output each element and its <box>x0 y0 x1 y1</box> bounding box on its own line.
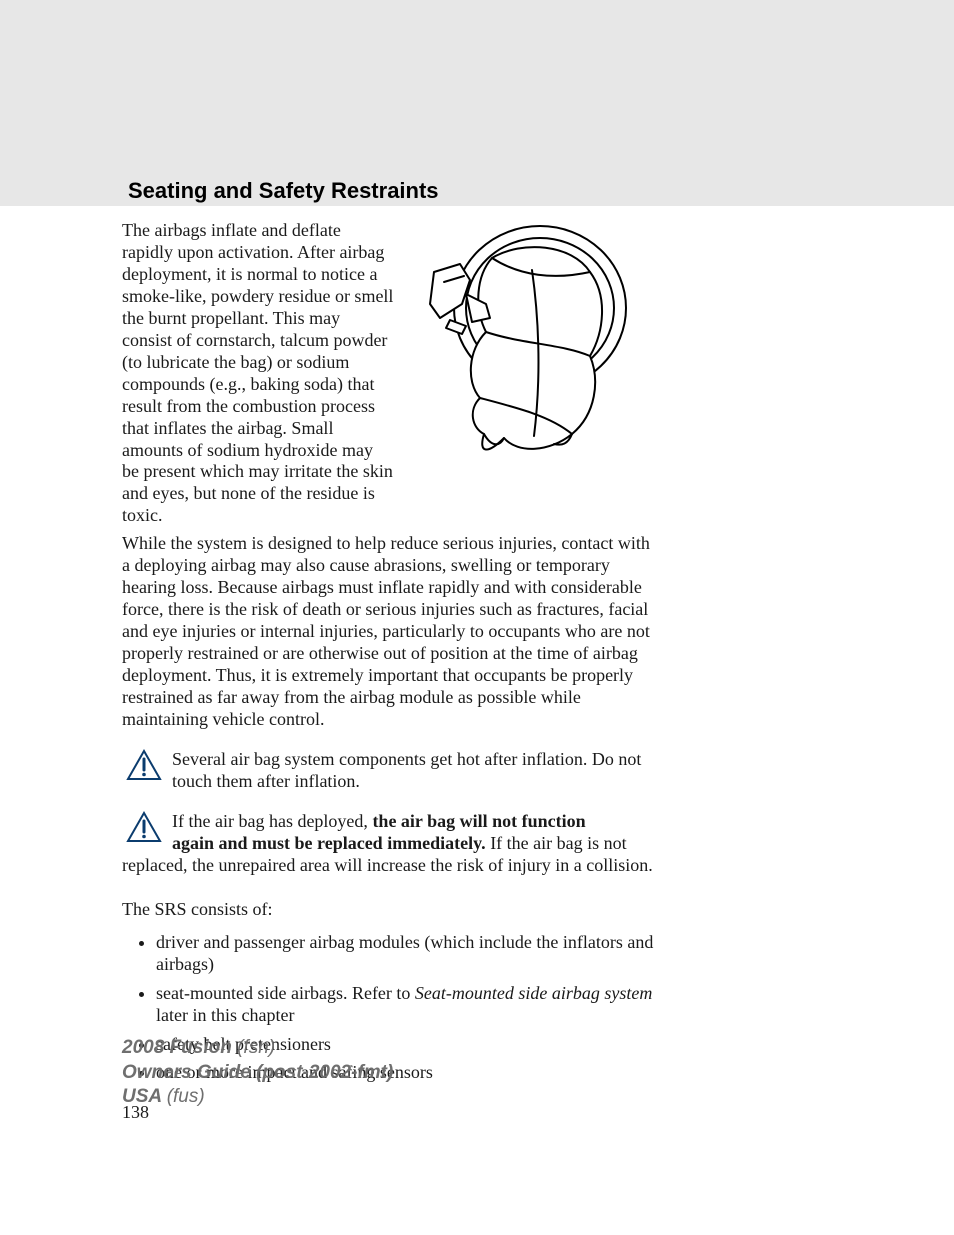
li-post: later in this chapter <box>156 1005 294 1025</box>
body-copy: The airbags inflate and deflate rapidly … <box>122 220 658 1124</box>
warning2-line2: again and must be replaced immediately. … <box>122 833 656 855</box>
list-item: seat-mounted side airbags. Refer to Seat… <box>156 982 662 1027</box>
w2-bold2: again and must be replaced immediately. <box>172 833 486 853</box>
warning-line-2: touch them after inflation. <box>122 771 656 793</box>
footer-code-1: (fsn) <box>237 1037 275 1058</box>
w2-pre: If the air bag has deployed, <box>172 811 372 831</box>
footer-guide: Owners Guide (post-2002-fmt) <box>122 1062 393 1083</box>
warning-text: If the air bag has deployed, the air bag… <box>122 811 656 877</box>
paragraph-1: The airbags inflate and deflate rapidly … <box>122 220 394 527</box>
warning-line-1: Several air bag system components get ho… <box>122 749 656 771</box>
w2-bold1: the air bag will not function <box>372 811 585 831</box>
warning-replace-airbag: If the air bag has deployed, the air bag… <box>122 811 656 877</box>
footer-line-2: Owners Guide (post-2002-fmt) <box>122 1061 393 1086</box>
warning-icon <box>126 749 162 781</box>
warning2-rest: replaced, the unrepaired area will incre… <box>122 855 653 875</box>
warning-text: Several air bag system components get ho… <box>122 749 656 793</box>
footer-line-1: 2008 Fusion (fsn) <box>122 1036 393 1061</box>
footer-code-2: (fus) <box>167 1086 205 1107</box>
warning-icon <box>126 811 162 843</box>
warning-hot-components: Several air bag system components get ho… <box>122 749 656 793</box>
footer: 2008 Fusion (fsn) Owners Guide (post-200… <box>122 1036 393 1110</box>
header-band <box>0 0 954 206</box>
section-title: Seating and Safety Restraints <box>128 178 439 204</box>
w2-post: If the air bag is not <box>486 833 627 853</box>
footer-line-3: USA (fus) <box>122 1085 393 1110</box>
paragraph-2: While the system is designed to help red… <box>122 533 656 731</box>
srs-intro: The SRS consists of: <box>122 899 658 921</box>
warning2-line1: If the air bag has deployed, the air bag… <box>122 811 656 833</box>
list-item: driver and passenger airbag modules (whi… <box>156 931 662 976</box>
footer-region: USA <box>122 1086 167 1107</box>
manual-page: Seating and Safety Restraints <box>0 0 954 1235</box>
li-pre: seat-mounted side airbags. Refer to <box>156 983 415 1003</box>
footer-model: 2008 Fusion <box>122 1037 237 1058</box>
li-italic: Seat-mounted side airbag system <box>415 983 652 1003</box>
